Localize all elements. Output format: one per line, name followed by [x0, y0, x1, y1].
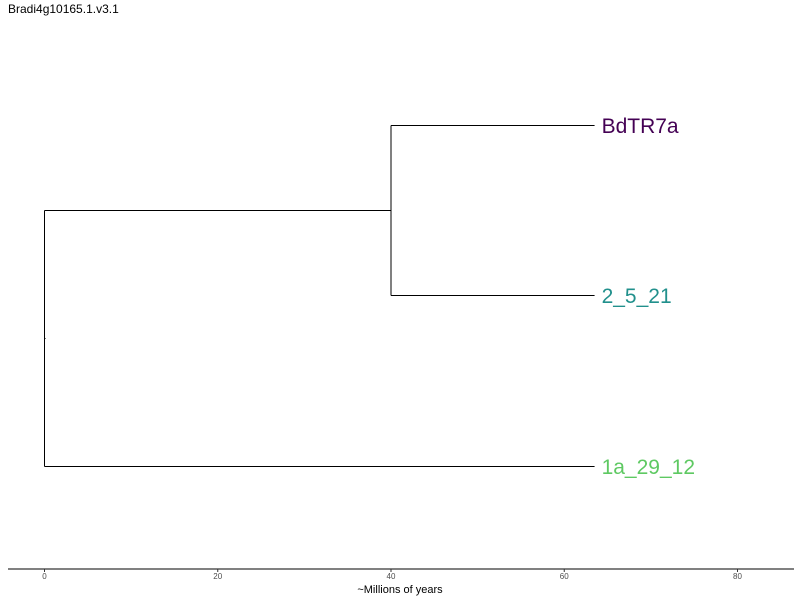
- x-tick-label: 0: [42, 572, 47, 581]
- x-tick-label: 60: [560, 572, 569, 581]
- x-tick-label: 40: [387, 572, 396, 581]
- x-axis-title: ~Millions of years: [357, 584, 443, 596]
- tree-title: Bradi4g10165.1.v3.1: [8, 2, 119, 16]
- x-tick-label: 80: [733, 572, 742, 581]
- tree-branches: [44, 125, 595, 467]
- tip-label: BdTR7a: [602, 115, 679, 138]
- tip-label: 2_5_21: [602, 285, 672, 308]
- x-tick-label: 20: [213, 572, 222, 581]
- x-axis-ticks: 0 20 40 60 80: [42, 569, 742, 581]
- tip-labels: BdTR7a 2_5_21 1a_29_12: [602, 115, 695, 479]
- tip-label: 1a_29_12: [602, 456, 695, 479]
